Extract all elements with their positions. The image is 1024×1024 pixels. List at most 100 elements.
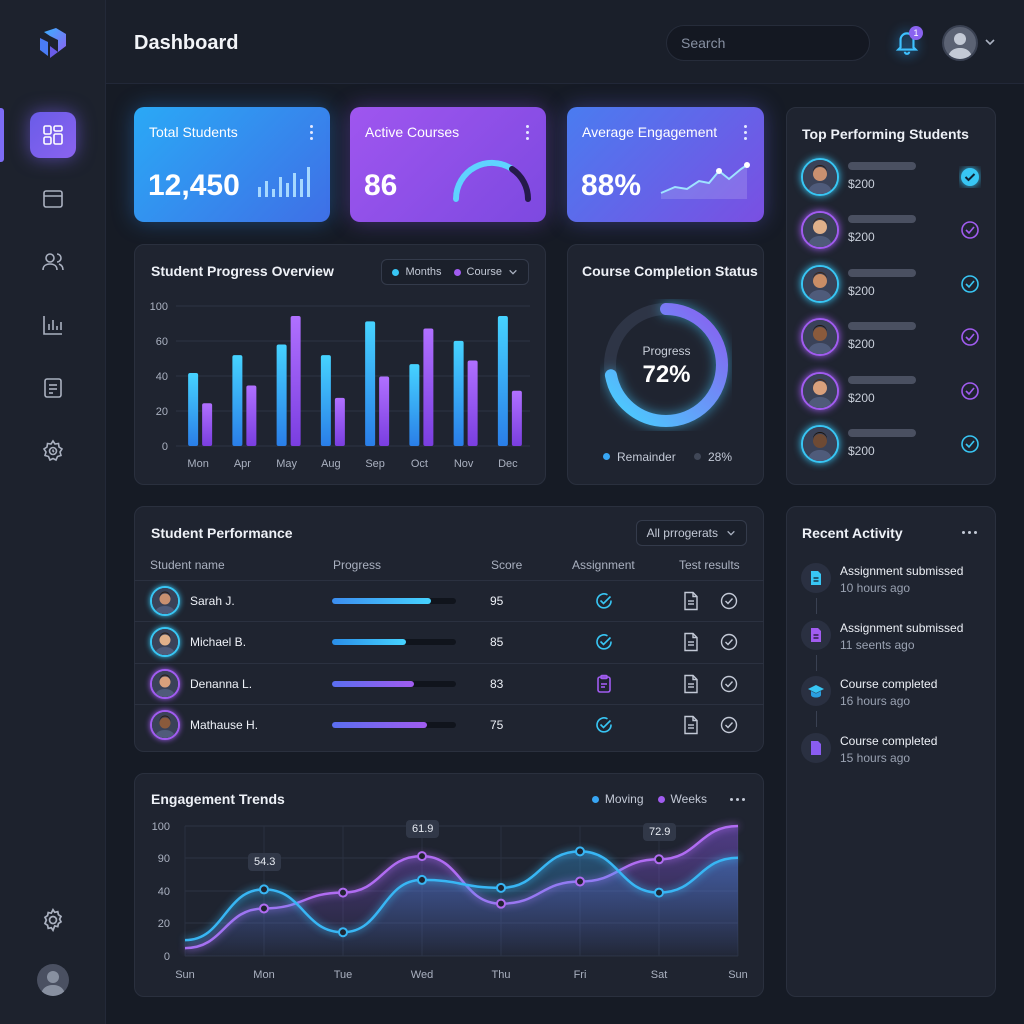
test-result-status[interactable] [719,632,739,657]
bar-course[interactable] [202,403,213,446]
test-result-status[interactable] [719,715,739,740]
student-name[interactable]: Denanna L. [190,676,253,691]
check-circle-icon[interactable] [594,632,614,652]
y-tick-label: 20 [158,918,170,930]
search-box[interactable] [666,25,870,61]
check-outline-icon[interactable] [959,219,981,241]
bar-months[interactable] [232,355,243,446]
student-name-placeholder [848,268,916,277]
user-avatar[interactable] [37,964,69,996]
test-document[interactable] [682,715,700,740]
test-document[interactable] [682,632,700,657]
top-student-row[interactable]: $200 [801,370,981,414]
activity-item[interactable]: Assignment submissed 10 hours ago [801,561,991,605]
test-document[interactable] [682,591,700,616]
bar-course[interactable] [423,328,434,446]
stat-card-total-students[interactable]: Total Students 12,450 [134,107,330,222]
more-icon[interactable] [962,531,977,534]
check-outline-icon[interactable] [959,433,981,455]
more-icon[interactable] [310,125,314,143]
assignment-status[interactable] [594,591,614,616]
student-name[interactable]: Mathause H. [190,717,259,732]
more-icon[interactable] [744,125,748,143]
bar-course[interactable] [467,360,478,446]
top-student-row[interactable]: $200 [801,263,981,307]
point-weeks[interactable] [259,903,269,914]
point-moving[interactable] [338,927,348,938]
bar-course[interactable] [379,376,390,446]
table-row[interactable]: Sarah J. 95 [134,580,764,621]
top-student-row[interactable]: $200 [801,316,981,360]
student-name[interactable]: Michael B. [190,635,247,650]
bar-months[interactable] [365,321,376,446]
test-result-status[interactable] [719,591,739,616]
bar-months[interactable] [320,355,331,446]
bar-months[interactable] [497,316,508,446]
point-weeks[interactable] [654,854,664,865]
activity-item[interactable]: Assignment submissed 11 seents ago [801,618,991,662]
col-header-assignment[interactable]: Assignment [572,558,635,572]
point-moving[interactable] [259,884,269,895]
x-tick-label: Apr [234,458,251,470]
table-row[interactable]: Mathause H. 75 [134,703,764,745]
top-student-row[interactable]: $200 [801,209,981,253]
student-name[interactable]: Sarah J. [190,594,235,608]
more-icon[interactable] [730,798,745,801]
legend-dropdown[interactable]: Months Course [381,259,529,285]
bar-months[interactable] [276,344,287,446]
stat-card-average-engagement[interactable]: Average Engagement 88% [567,107,764,222]
test-result-status[interactable] [719,674,739,699]
nav-students[interactable] [30,239,76,285]
point-weeks[interactable] [417,851,427,862]
point-moving[interactable] [654,887,664,898]
check-outline-icon[interactable] [959,380,981,402]
activity-item[interactable]: Course completed 15 hours ago [801,731,991,775]
bar-months[interactable] [188,372,199,446]
file-purple-icon [801,733,831,763]
chevron-down-icon[interactable] [984,36,996,48]
nav-dashboard[interactable] [30,112,76,158]
bar-months[interactable] [453,340,464,446]
col-header-student-name[interactable]: Student name [150,558,225,572]
point-weeks[interactable] [575,876,585,887]
bar-course[interactable] [290,316,301,446]
check-outline-icon[interactable] [959,273,981,295]
bar-months[interactable] [409,364,420,446]
nav-reports[interactable] [30,365,76,411]
bar-course[interactable] [246,385,257,446]
test-document[interactable] [682,674,700,699]
top-student-row[interactable]: $200 [801,156,981,200]
assignment-status[interactable] [594,715,614,740]
stat-card-active-courses[interactable]: Active Courses 86 [350,107,546,222]
bar-course[interactable] [511,390,522,446]
check-circle-icon[interactable] [594,591,614,611]
assignment-status[interactable] [594,632,614,657]
point-weeks[interactable] [338,887,348,898]
col-header-score[interactable]: Score [491,558,523,572]
top-student-row[interactable]: $200 [801,423,981,467]
bar-course[interactable] [334,397,345,446]
search-input[interactable] [681,35,862,51]
nav-schedule[interactable] [30,428,76,474]
chart-tooltip: 72.9 [643,823,677,842]
more-icon[interactable] [526,125,530,143]
point-moving[interactable] [417,874,427,885]
table-row[interactable]: Denanna L. 83 [134,662,764,704]
check-filled-icon[interactable] [959,166,981,188]
col-header-test-results[interactable]: Test results [679,558,740,572]
nav-settings[interactable] [30,897,76,943]
point-moving[interactable] [496,882,506,893]
check-circle-icon[interactable] [594,715,614,735]
filter-dropdown[interactable]: All prrogerats [635,520,747,546]
profile-avatar[interactable] [942,25,978,61]
nav-courses[interactable] [30,176,76,222]
point-moving[interactable] [575,846,585,857]
activity-item[interactable]: Course completed 16 hours ago [801,674,991,718]
nav-analytics[interactable] [30,302,76,348]
point-weeks[interactable] [496,898,506,909]
clipboard-icon[interactable] [594,674,614,694]
table-row[interactable]: Michael B. 85 [134,621,764,662]
assignment-status[interactable] [594,674,614,699]
col-header-progress[interactable]: Progress [333,558,382,572]
check-outline-icon[interactable] [959,326,981,348]
